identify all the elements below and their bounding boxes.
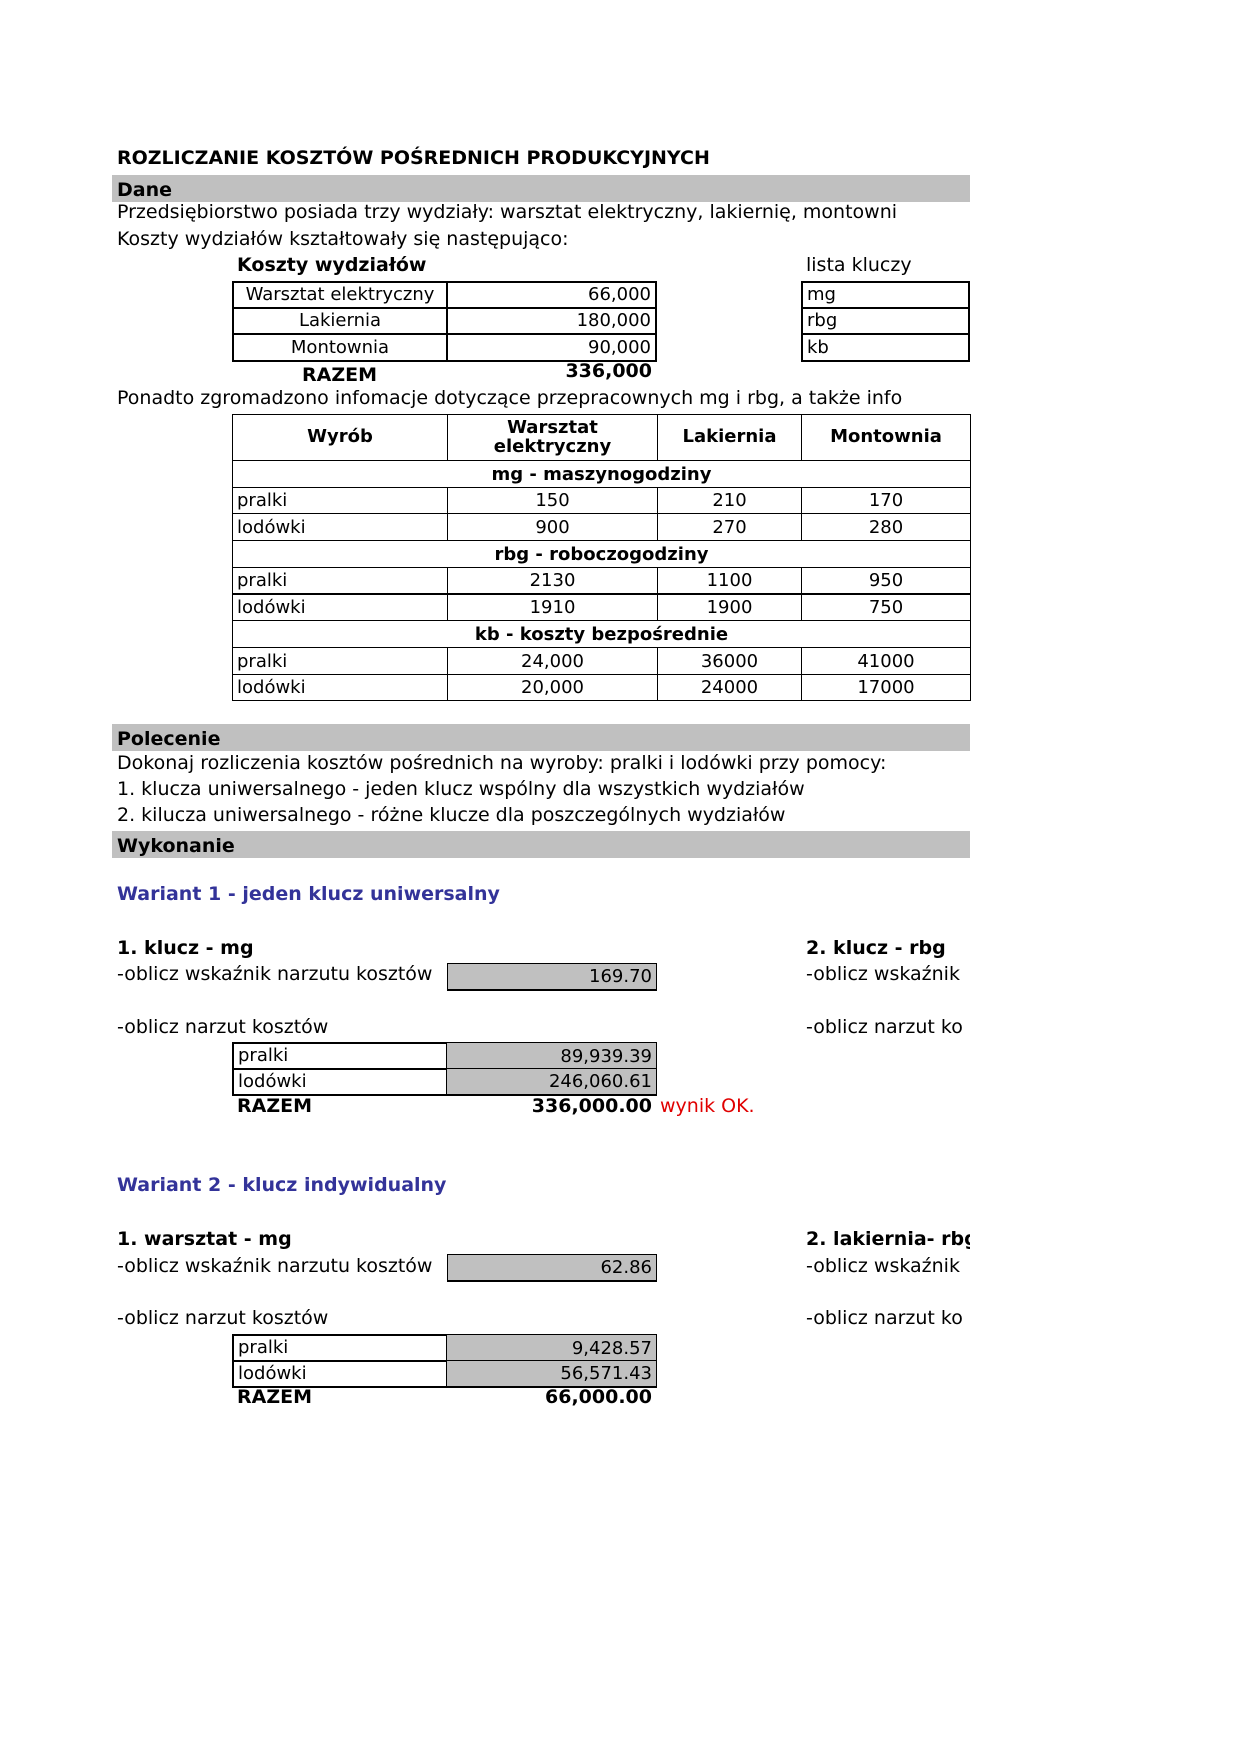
cost-label: Montownia bbox=[232, 333, 448, 362]
key-item: mg bbox=[801, 281, 970, 309]
table-row-label: pralki bbox=[232, 646, 448, 675]
alloc-row-label: pralki bbox=[232, 1334, 448, 1362]
intro-line: Koszty wydziałów kształtowały się następ… bbox=[117, 228, 569, 250]
table-row-label: pralki bbox=[232, 486, 448, 515]
alloc-row-label: lodówki bbox=[232, 1360, 448, 1388]
table-header: Warsztat elektryczny bbox=[447, 414, 658, 461]
table-cell: 280 bbox=[801, 513, 971, 542]
variant2-heading: 1. warsztat - mg bbox=[117, 1228, 292, 1250]
rate-label: -oblicz wskaźnik narzutu kosztów bbox=[117, 965, 433, 984]
alloc-total: 66,000.00 bbox=[545, 1386, 652, 1408]
task-line: 1. klucza uniwersalnego - jeden klucz ws… bbox=[117, 778, 805, 800]
alloc-label: -oblicz narzut ko bbox=[806, 1309, 963, 1328]
alloc-label: -oblicz narzut kosztów bbox=[117, 1307, 329, 1329]
table-cell: 24000 bbox=[657, 673, 802, 702]
rate-label: -oblicz wskaźnik narzutu kosztów bbox=[117, 1257, 433, 1276]
table-row-label: lodówki bbox=[232, 673, 448, 702]
variant1-title: Wariant 1 - jeden klucz uniwersalny bbox=[117, 883, 500, 905]
extra-info-line: Ponadto zgromadzono infomacje dotyczące … bbox=[117, 389, 903, 408]
table-cell: 20,000 bbox=[447, 673, 658, 702]
section-title: Wykonanie bbox=[117, 835, 235, 857]
table-header: Wyrób bbox=[232, 414, 448, 461]
rate-label: -oblicz wskaźnik bbox=[806, 1257, 960, 1276]
table-group-header: rbg - roboczogodziny bbox=[232, 540, 971, 568]
alloc-row-label: lodówki bbox=[232, 1068, 448, 1096]
table-cell: 900 bbox=[447, 513, 658, 542]
table-cell: 1900 bbox=[657, 593, 802, 622]
alloc-label: -oblicz narzut kosztów bbox=[117, 1016, 329, 1038]
table-cell: 2130 bbox=[447, 566, 658, 595]
section-title: Polecenie bbox=[117, 728, 221, 750]
table-cell: 950 bbox=[801, 566, 971, 595]
table-cell: 36000 bbox=[657, 646, 802, 675]
key-item: kb bbox=[801, 333, 970, 362]
table-cell: 270 bbox=[657, 513, 802, 542]
table-cell: 24,000 bbox=[447, 646, 658, 675]
section-title: Dane bbox=[117, 179, 173, 201]
table-header: Lakiernia bbox=[657, 414, 802, 461]
costs-total: 336,000 bbox=[565, 360, 652, 382]
table-group-header: kb - koszty bezpośrednie bbox=[232, 620, 971, 648]
variant2-right-heading: 2. lakiernia- rbg bbox=[806, 1230, 970, 1249]
cost-value: 90,000 bbox=[446, 333, 657, 362]
alloc-row-value: 246,060.61 bbox=[446, 1068, 657, 1096]
cost-label: Lakiernia bbox=[232, 307, 448, 335]
section-bar-dane: Dane bbox=[112, 175, 970, 202]
keys-heading: lista kluczy bbox=[806, 254, 912, 276]
cost-value: 66,000 bbox=[446, 281, 657, 309]
alloc-label: -oblicz narzut ko bbox=[806, 1018, 963, 1037]
table-header: Montownia bbox=[801, 414, 971, 461]
rate-value: 62.86 bbox=[447, 1254, 657, 1282]
alloc-total: 336,000.00 bbox=[531, 1095, 652, 1117]
result-ok-note: wynik OK. bbox=[660, 1095, 755, 1117]
table-row-label: lodówki bbox=[232, 593, 448, 622]
rate-label: -oblicz wskaźnik bbox=[806, 965, 960, 984]
section-bar-polecenie: Polecenie bbox=[112, 724, 970, 751]
cost-label: Warsztat elektryczny bbox=[232, 281, 448, 309]
table-cell: 750 bbox=[801, 593, 971, 622]
alloc-total-label: RAZEM bbox=[237, 1386, 312, 1408]
alloc-row-value: 56,571.43 bbox=[446, 1360, 657, 1388]
table-group-header: mg - maszynogodziny bbox=[232, 460, 971, 488]
task-line: Dokonaj rozliczenia kosztów pośrednich n… bbox=[117, 754, 887, 773]
table-cell: 41000 bbox=[801, 646, 971, 675]
table-cell: 1910 bbox=[447, 593, 658, 622]
page-title: ROZLICZANIE KOSZTÓW POŚREDNICH PRODUKCYJ… bbox=[117, 147, 710, 169]
alloc-row-value: 89,939.39 bbox=[446, 1042, 657, 1070]
variant1-right-heading: 2. klucz - rbg bbox=[806, 939, 946, 958]
costs-heading: Koszty wydziałów bbox=[237, 254, 427, 276]
section-bar-wykonanie: Wykonanie bbox=[112, 831, 970, 858]
table-cell: 1100 bbox=[657, 566, 802, 595]
table-cell: 170 bbox=[801, 486, 971, 515]
key-item: rbg bbox=[801, 307, 970, 335]
table-cell: 210 bbox=[657, 486, 802, 515]
rate-value: 169.70 bbox=[447, 963, 657, 991]
costs-total-label: RAZEM bbox=[302, 364, 377, 386]
intro-line: Przedsiębiorstwo posiada trzy wydziały: … bbox=[117, 203, 898, 222]
alloc-row-label: pralki bbox=[232, 1042, 448, 1070]
cost-value: 180,000 bbox=[446, 307, 657, 335]
table-cell: 150 bbox=[447, 486, 658, 515]
alloc-row-value: 9,428.57 bbox=[446, 1334, 657, 1362]
variant2-title: Wariant 2 - klucz indywidualny bbox=[117, 1174, 447, 1196]
table-row-label: lodówki bbox=[232, 513, 448, 542]
task-line: 2. kilucza uniwersalnego - różne klucze … bbox=[117, 804, 786, 826]
variant1-heading: 1. klucz - mg bbox=[117, 937, 254, 959]
table-row-label: pralki bbox=[232, 566, 448, 595]
table-cell: 17000 bbox=[801, 673, 971, 702]
alloc-total-label: RAZEM bbox=[237, 1095, 312, 1117]
